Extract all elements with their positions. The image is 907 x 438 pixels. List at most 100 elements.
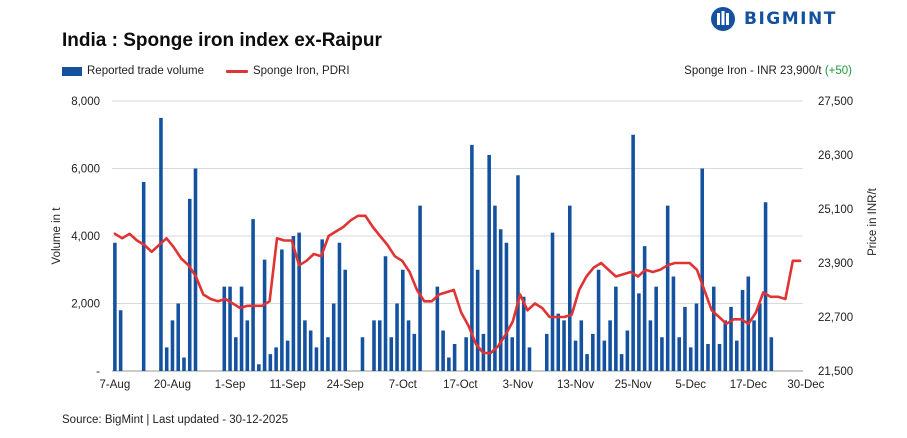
- y-right-axis-title: Price in INR/t: [867, 187, 879, 256]
- volume-bar: [268, 354, 273, 371]
- volume-bar: [700, 168, 705, 371]
- x-tick-label: 20-Aug: [154, 379, 191, 391]
- volume-bar: [619, 354, 624, 371]
- volume-bar: [337, 242, 342, 371]
- volume-bar: [452, 344, 457, 371]
- volume-bar: [475, 269, 480, 371]
- volume-bar: [665, 205, 670, 371]
- volume-bar: [412, 333, 417, 371]
- volume-bar: [602, 340, 607, 371]
- volume-bar: [614, 286, 618, 371]
- volume-bar: [631, 134, 635, 371]
- logo-text: BIGMINT: [744, 9, 837, 29]
- y-left-tick-label: 4,000: [71, 231, 100, 243]
- legend-volume-label: Reported trade volume: [87, 65, 204, 77]
- volume-bar: [435, 286, 440, 371]
- volume-bar: [377, 320, 382, 371]
- volume-bar: [544, 333, 549, 371]
- volume-bar: [688, 347, 693, 371]
- y-left-tick-label: 6,000: [71, 164, 100, 176]
- volume-bar: [297, 232, 301, 371]
- volume-bar: [596, 269, 601, 371]
- y-left-tick-label: 8,000: [71, 96, 100, 108]
- volume-bar: [642, 246, 647, 371]
- volume-bar: [493, 205, 497, 371]
- volume-bar: [280, 249, 284, 371]
- volume-bar: [752, 320, 756, 371]
- x-tick-label: 25-Nov: [615, 379, 652, 391]
- volume-bar: [395, 303, 399, 371]
- legend-bar-swatch: [62, 66, 82, 76]
- y-right-tick-label: 25,100: [818, 204, 853, 216]
- volume-bar: [556, 313, 561, 371]
- legend: Reported trade volume Sponge Iron, PDRI: [62, 65, 372, 77]
- volume-bar: [654, 286, 658, 371]
- volume-bar: [326, 337, 330, 371]
- volume-bar: [568, 205, 572, 371]
- price-line: [113, 214, 802, 355]
- volume-bar: [222, 286, 227, 371]
- volume-bar: [637, 293, 641, 371]
- volume-bar: [228, 286, 232, 371]
- x-tick-label: 1-Sep: [215, 379, 246, 391]
- volume-bar: [193, 168, 198, 371]
- x-tick-label: 5-Dec: [675, 379, 706, 391]
- volume-bar: [516, 175, 520, 371]
- volume-bar: [303, 320, 307, 371]
- x-tick-label: 30-Dec: [787, 379, 824, 391]
- volume-bar: [625, 330, 630, 371]
- volume-bar: [711, 286, 716, 371]
- volume-bar: [401, 269, 405, 371]
- volume-bar: [176, 303, 181, 371]
- volume-bar: [187, 198, 192, 371]
- volume-bar: [769, 337, 774, 371]
- volume-bar: [239, 286, 244, 371]
- volume-bar: [498, 229, 503, 371]
- x-tick-label: 24-Sep: [327, 379, 364, 391]
- volume-bar: [343, 269, 347, 371]
- volume-bar: [521, 296, 526, 371]
- volume-bar: [740, 290, 745, 371]
- volume-bar: [447, 357, 451, 371]
- legend-item-price: Sponge Iron, PDRI: [225, 65, 350, 77]
- x-tick-label: 17-Oct: [443, 379, 478, 391]
- volume-bar: [550, 232, 555, 371]
- volume-bar: [360, 337, 365, 371]
- price-note-text: Sponge Iron - INR 23,900/t: [684, 65, 822, 77]
- bigmint-logo-icon: [711, 7, 735, 31]
- volume-bar: [262, 259, 267, 371]
- volume-bar: [579, 320, 584, 371]
- y-left-tick-label: 2,000: [71, 299, 100, 311]
- volume-bar: [608, 320, 612, 371]
- volume-bar: [320, 239, 324, 371]
- volume-bar: [504, 242, 509, 371]
- legend-item-volume: Reported trade volume: [62, 65, 204, 77]
- chart-title: India : Sponge iron index ex-Raipur: [62, 30, 382, 51]
- volume-bar: [648, 320, 653, 371]
- volume-bar: [763, 202, 768, 371]
- volume-bar: [706, 344, 710, 371]
- x-tick-label: 7-Oct: [389, 379, 418, 391]
- x-tick-label: 11-Sep: [270, 379, 306, 391]
- volume-bar: [683, 306, 687, 371]
- y-right-tick-label: 26,300: [818, 150, 853, 162]
- volume-bar: [164, 347, 169, 371]
- legend-line-swatch: [225, 69, 248, 73]
- x-tick-label: 3-Nov: [503, 379, 534, 391]
- volume-bar: [677, 337, 681, 371]
- volume-bar: [274, 347, 278, 371]
- volume-bar: [285, 340, 290, 371]
- volume-bar: [251, 219, 255, 371]
- volume-bar: [527, 347, 532, 371]
- x-tick-label: 17-Dec: [730, 379, 767, 391]
- y-right-tick-label: 27,500: [818, 96, 853, 108]
- volume-bar: [729, 306, 733, 371]
- y-right-tick-label: 23,900: [818, 258, 853, 270]
- volume-bar: [141, 182, 146, 371]
- volume-bar: [487, 155, 491, 371]
- volume-bar: [331, 303, 336, 371]
- volume-bar: [464, 337, 468, 371]
- volume-bar: [245, 320, 250, 371]
- volume-bar: [113, 242, 117, 371]
